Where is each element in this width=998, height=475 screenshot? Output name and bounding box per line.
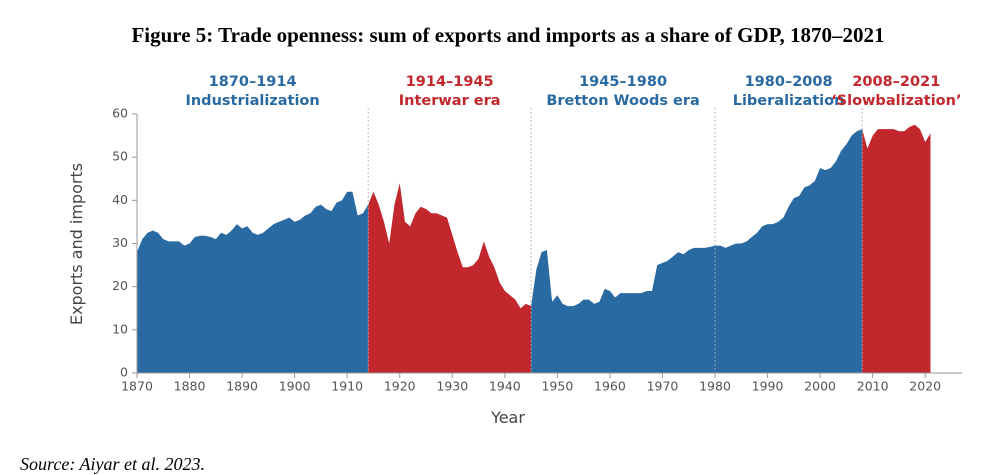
x-tick-label: 1900: [279, 379, 311, 394]
era-name: Bretton Woods era: [546, 93, 699, 109]
era-area: [715, 129, 863, 373]
era-area: [137, 191, 369, 373]
y-tick-label: 0: [120, 365, 128, 380]
chart-title: Figure 5: Trade openness: sum of exports…: [131, 23, 884, 47]
y-axis-title: Exports and imports: [67, 163, 86, 325]
x-tick-label: 1950: [541, 379, 573, 394]
x-tick-label: 2010: [857, 379, 889, 394]
era-period: 1914–1945: [406, 74, 494, 90]
era-name: Interwar era: [399, 93, 501, 109]
x-tick-label: 1870: [121, 379, 153, 394]
era-period: 1980–2008: [745, 74, 833, 90]
era-name: ‘Slowbalization’: [831, 93, 961, 109]
x-axis-title: Year: [490, 408, 525, 427]
x-tick-label: 2000: [804, 379, 836, 394]
y-tick-label: 60: [112, 106, 128, 121]
x-tick-label: 2020: [909, 379, 941, 394]
x-tick-label: 1980: [699, 379, 731, 394]
era-period: 1870–1914: [209, 74, 297, 90]
x-tick-label: 1920: [384, 379, 416, 394]
era-area: [368, 183, 532, 373]
y-tick-label: 30: [112, 235, 128, 250]
y-tick-label: 50: [112, 149, 128, 164]
era-name: Liberalization: [733, 93, 845, 109]
y-tick-label: 20: [112, 278, 128, 293]
x-tick-label: 1990: [752, 379, 784, 394]
y-tick-label: 40: [112, 192, 128, 207]
era-period: 2008–2021: [852, 74, 940, 90]
x-tick-label: 1960: [594, 379, 626, 394]
era-period: 1945–1980: [579, 74, 667, 90]
era-area: [862, 124, 931, 374]
y-tick-label: 10: [112, 321, 128, 336]
x-tick-label: 1940: [489, 379, 521, 394]
x-tick-label: 1880: [174, 379, 206, 394]
era-name: Industrialization: [185, 93, 319, 109]
x-tick-label: 1930: [436, 379, 468, 394]
x-tick-label: 1890: [226, 379, 258, 394]
x-tick-label: 1970: [647, 379, 679, 394]
source-note: Source: Aiyar et al. 2023.: [20, 454, 205, 474]
x-tick-label: 1910: [331, 379, 363, 394]
era-area: [531, 245, 716, 373]
